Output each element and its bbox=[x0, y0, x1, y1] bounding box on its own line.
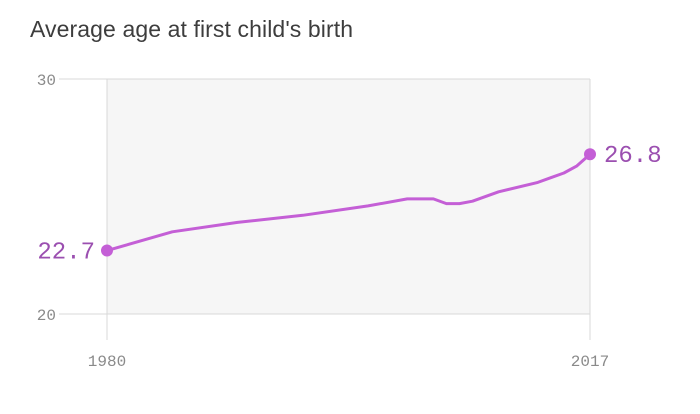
start-point-marker bbox=[101, 244, 113, 257]
end-value-label: 26.8 bbox=[604, 143, 662, 170]
series-line bbox=[105, 152, 592, 253]
end-markers: 22.7 26.8 bbox=[37, 143, 661, 266]
grid-lines bbox=[59, 78, 591, 340]
chart-title: Average age at first child's birth bbox=[30, 16, 354, 42]
x-tick-label: 2017 bbox=[571, 353, 609, 371]
y-tick-label: 20 bbox=[37, 307, 56, 325]
x-tick-label: 1980 bbox=[88, 353, 126, 371]
tick-labels: 30 20 1980 2017 bbox=[37, 72, 609, 371]
end-point-marker bbox=[584, 148, 596, 161]
start-value-label: 22.7 bbox=[37, 240, 95, 267]
plot-area bbox=[107, 79, 590, 314]
y-tick-label: 30 bbox=[37, 72, 56, 90]
